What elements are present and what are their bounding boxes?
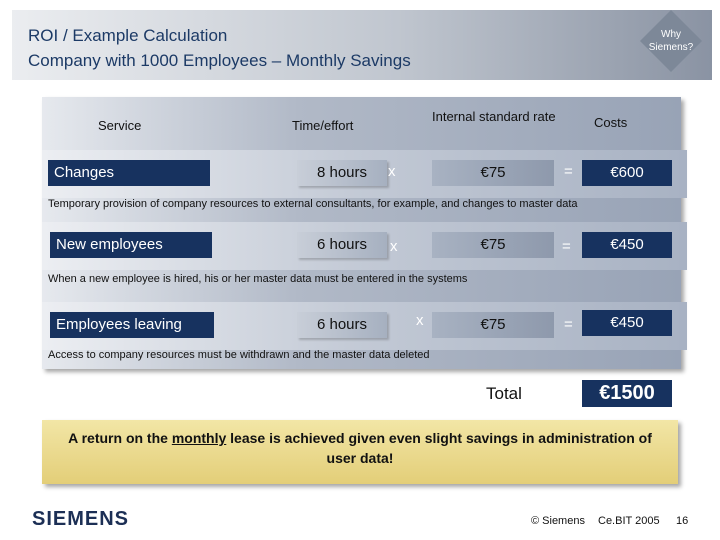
rate-new-employees: €75 <box>432 232 554 258</box>
page-title: ROI / Example Calculation <box>28 26 228 45</box>
service-employees-leaving: Employees leaving <box>50 312 214 338</box>
header-bar: ROI / Example Calculation Company with 1… <box>12 10 712 80</box>
page-subtitle: Company with 1000 Employees – Monthly Sa… <box>28 51 411 70</box>
multiply-sign: x <box>388 163 396 180</box>
siemens-logo: SIEMENS <box>32 508 130 530</box>
page-number: 16 <box>676 515 689 527</box>
column-header-time: Time/effort <box>292 118 354 133</box>
note-changes: Temporary provision of company resources… <box>48 198 578 210</box>
column-header-service: Service <box>98 118 142 133</box>
multiply-sign: x <box>390 238 398 255</box>
note-employees-leaving: Access to company resources must be with… <box>48 349 430 361</box>
equals-sign: = <box>564 316 573 333</box>
cost-employees-leaving: €450 <box>582 310 672 336</box>
equals-sign: = <box>564 163 573 180</box>
cost-changes: €600 <box>582 160 672 186</box>
equals-sign: = <box>562 238 571 255</box>
service-changes: Changes <box>48 160 210 186</box>
summary-emphasis: monthly <box>171 430 227 446</box>
hours-changes: 8 hours <box>297 160 387 186</box>
column-header-costs: Costs <box>594 115 628 130</box>
note-new-employees: When a new employee is hired, his or her… <box>48 273 468 285</box>
why-siemens-label-1: Why <box>661 29 681 40</box>
cost-new-employees: €450 <box>582 232 672 258</box>
summary-text-end: lease is achieved given even slight savi… <box>226 430 652 466</box>
service-new-employees: New employees <box>50 232 212 258</box>
summary-callout: A return on the monthly lease is achieve… <box>42 420 678 484</box>
hours-new-employees: 6 hours <box>297 232 387 258</box>
footer-copyright: © Siemens <box>531 515 585 527</box>
footer-event: Ce.BIT 2005 <box>598 515 660 527</box>
multiply-sign: x <box>416 312 424 329</box>
column-header-rate: Internal standard rate <box>432 109 556 124</box>
hours-employees-leaving: 6 hours <box>297 312 387 338</box>
rate-changes: €75 <box>432 160 554 186</box>
total-value: €1500 <box>582 380 672 407</box>
rate-employees-leaving: €75 <box>432 312 554 338</box>
why-siemens-label-2: Siemens? <box>648 42 694 53</box>
summary-text-start: A return on the <box>68 430 172 446</box>
why-siemens-button[interactable]: Why Siemens? <box>640 10 702 72</box>
total-label: Total <box>486 384 522 403</box>
